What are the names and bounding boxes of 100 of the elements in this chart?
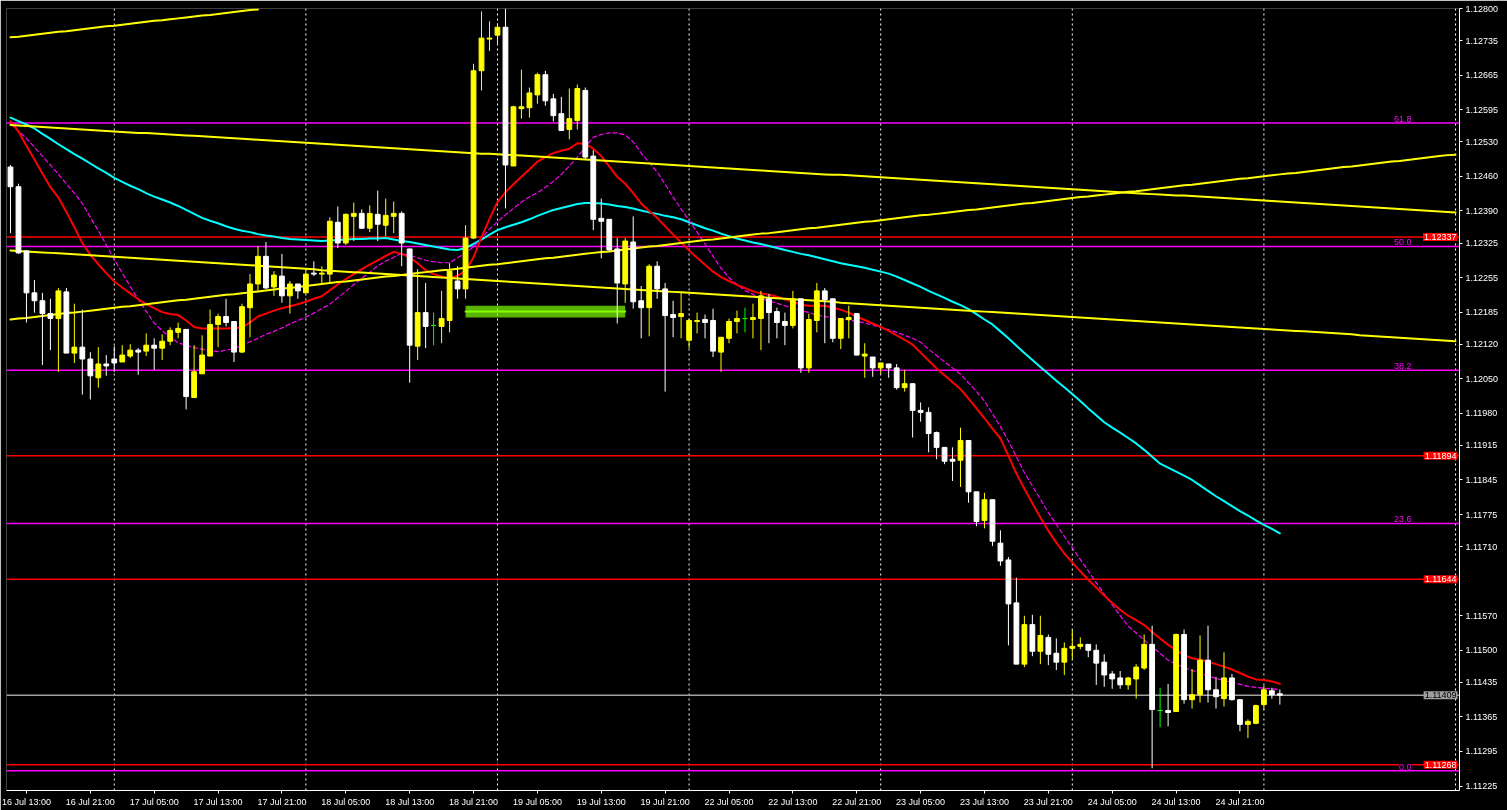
candlestick: [47, 298, 54, 351]
y-tick-label: 1.12530: [1465, 136, 1499, 147]
candlestick: [702, 314, 708, 339]
candlestick: [821, 287, 828, 344]
candlestick: [151, 337, 158, 371]
candlestick: [422, 282, 429, 349]
candlestick: [39, 292, 46, 366]
y-tick-label: 1.12325: [1465, 238, 1499, 248]
y-tick-label: 1.12735: [1465, 35, 1499, 46]
candlestick: [1133, 663, 1140, 700]
x-tick-label: 18 Jul 05:00: [321, 796, 371, 807]
ref-line-label: 1.11644: [1424, 574, 1457, 585]
candlestick: [686, 318, 692, 349]
x-tick-label: 17 Jul 13:00: [193, 796, 243, 807]
candlestick: [1165, 683, 1171, 727]
x-tick-label: 23 Jul 05:00: [896, 796, 946, 807]
x-tick-label: 24 Jul 21:00: [1215, 796, 1265, 807]
candlestick: [366, 204, 373, 233]
x-tick-label: 22 Jul 05:00: [704, 796, 754, 807]
candlestick: [1229, 673, 1235, 702]
candlestick: [199, 334, 205, 375]
candlestick: [295, 283, 301, 300]
y-tick-label: 1.11500: [1465, 645, 1498, 656]
candlestick: [638, 285, 645, 339]
x-tick-label: 19 Jul 05:00: [512, 796, 562, 807]
x-tick-label: 23 Jul 21:00: [1023, 796, 1073, 807]
candlestick: [1261, 685, 1267, 711]
candlestick: [1245, 718, 1251, 739]
candlestick: [103, 354, 110, 377]
candlestick: [670, 300, 677, 338]
candlestick: [159, 333, 166, 361]
candlestick: [893, 363, 900, 391]
candlestick: [143, 332, 150, 357]
ref-line-label: 1.11409: [1424, 690, 1457, 701]
candlestick: [95, 346, 102, 389]
y-tick-label: 1.11225: [1465, 781, 1498, 792]
candlestick: [1141, 633, 1148, 671]
annotation: 0.0: [1398, 761, 1412, 772]
candlestick: [454, 265, 461, 300]
candlestick: [837, 318, 844, 350]
ref-line-label: 1.12337: [1423, 232, 1457, 243]
candlestick: [518, 69, 525, 120]
candlestick: [7, 164, 14, 234]
candlestick: [526, 86, 533, 119]
candlestick: [79, 309, 86, 396]
y-tick-label: 1.12390: [1465, 205, 1499, 216]
candlestick: [933, 431, 940, 460]
x-tick-label: 18 Jul 21:00: [449, 796, 499, 807]
y-tick-label: 1.12050: [1465, 373, 1499, 384]
line-series: [9, 8, 259, 39]
candlestick: [1053, 637, 1060, 671]
candlestick: [861, 342, 868, 379]
y-tick-label: 1.11295: [1465, 746, 1498, 757]
candlestick: [750, 303, 756, 339]
candlestick: [334, 205, 341, 249]
candlestick: [981, 492, 988, 529]
candlestick: [494, 22, 501, 46]
y-tick-label: 1.11570: [1465, 610, 1498, 621]
x-tick-label: 17 Jul 21:00: [257, 796, 307, 807]
candlestick: [869, 356, 876, 378]
candlestick: [390, 201, 397, 234]
candlestick: [566, 87, 573, 140]
y-tick-label: 1.11365: [1465, 711, 1498, 722]
annotation: 61.8: [1393, 114, 1412, 125]
candlestick: [957, 427, 964, 488]
candlestick: [925, 406, 932, 453]
candlestick: [438, 290, 445, 344]
candlestick: [310, 260, 317, 277]
candlestick: [175, 321, 182, 339]
y-tick-label: 1.11435: [1465, 677, 1498, 688]
y-tick-label: 1.11710: [1465, 541, 1498, 552]
candlestick: [997, 529, 1004, 567]
candlestick: [374, 190, 381, 242]
annotation: 50.0: [1393, 237, 1412, 248]
candlestick: [734, 310, 740, 334]
candlestick: [1221, 651, 1227, 708]
candlestick: [1061, 641, 1068, 676]
line-series: [9, 116, 1281, 535]
annotation: 38.2: [1393, 361, 1412, 372]
x-tick-label: 24 Jul 05:00: [1087, 796, 1137, 807]
candlestick: [1069, 629, 1076, 660]
candlestick: [350, 202, 357, 242]
candlestick: [901, 369, 908, 393]
candlestick: [1276, 689, 1283, 706]
x-tick-label: 24 Jul 13:00: [1151, 796, 1201, 807]
candlestick: [558, 96, 565, 131]
y-tick-label: 1.11915: [1465, 440, 1498, 451]
x-tick-label: 17 Jul 05:00: [129, 796, 179, 807]
candlestick: [694, 312, 700, 334]
candlestick: [382, 198, 389, 237]
x-tick-label: 22 Jul 21:00: [832, 796, 882, 807]
y-tick-label: 1.12800: [1465, 3, 1499, 14]
candlestick: [718, 336, 724, 373]
candlestick: [782, 312, 788, 346]
candlestick: [766, 293, 772, 344]
candlestick: [31, 279, 38, 314]
candlestick: [135, 347, 142, 376]
x-tick-label: 19 Jul 13:00: [576, 796, 626, 807]
candlestick: [1045, 633, 1052, 666]
x-tick-label: 23 Jul 13:00: [959, 796, 1010, 807]
